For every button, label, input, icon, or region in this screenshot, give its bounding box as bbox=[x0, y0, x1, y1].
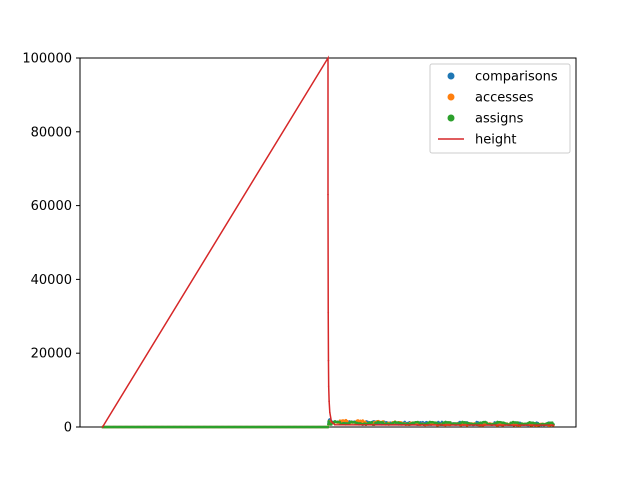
y-tick-label: 80000 bbox=[31, 125, 72, 140]
series-height bbox=[101, 55, 555, 428]
y-tick-label: 40000 bbox=[31, 273, 72, 288]
point-height bbox=[327, 385, 330, 388]
legend-label-accesses: accesses bbox=[475, 91, 534, 106]
legend-marker-accesses bbox=[447, 93, 455, 101]
point-assigns bbox=[326, 425, 330, 429]
legend: comparisons accesses assigns height bbox=[429, 63, 571, 154]
legend-box bbox=[429, 63, 571, 154]
legend-label-comparisons: comparisons bbox=[475, 70, 558, 85]
point-height bbox=[333, 423, 336, 426]
y-tick-label: 100000 bbox=[22, 52, 72, 67]
legend-label-height: height bbox=[475, 133, 516, 148]
point-height bbox=[101, 426, 104, 428]
y-tick-label: 60000 bbox=[31, 199, 72, 214]
legend-marker-comparisons bbox=[447, 72, 455, 80]
point-height bbox=[327, 359, 330, 362]
point-height bbox=[328, 400, 330, 402]
y-tick-label: 0 bbox=[64, 421, 72, 436]
point-assigns bbox=[370, 420, 374, 424]
y-tick-label: 20000 bbox=[31, 347, 72, 362]
point-accesses bbox=[345, 419, 349, 423]
y-axis: 0 20000 40000 60000 80000 100000 bbox=[22, 52, 80, 436]
point-height bbox=[330, 420, 333, 423]
point-height bbox=[327, 311, 330, 314]
point-assigns bbox=[330, 423, 333, 426]
legend-marker-assigns bbox=[447, 114, 455, 122]
point-height bbox=[329, 411, 331, 414]
point-height bbox=[552, 424, 555, 426]
plot-area bbox=[79, 55, 577, 429]
point-height bbox=[327, 193, 329, 196]
point-height bbox=[327, 57, 329, 59]
legend-label-assigns: assigns bbox=[475, 112, 524, 127]
series-assigns bbox=[101, 420, 555, 429]
